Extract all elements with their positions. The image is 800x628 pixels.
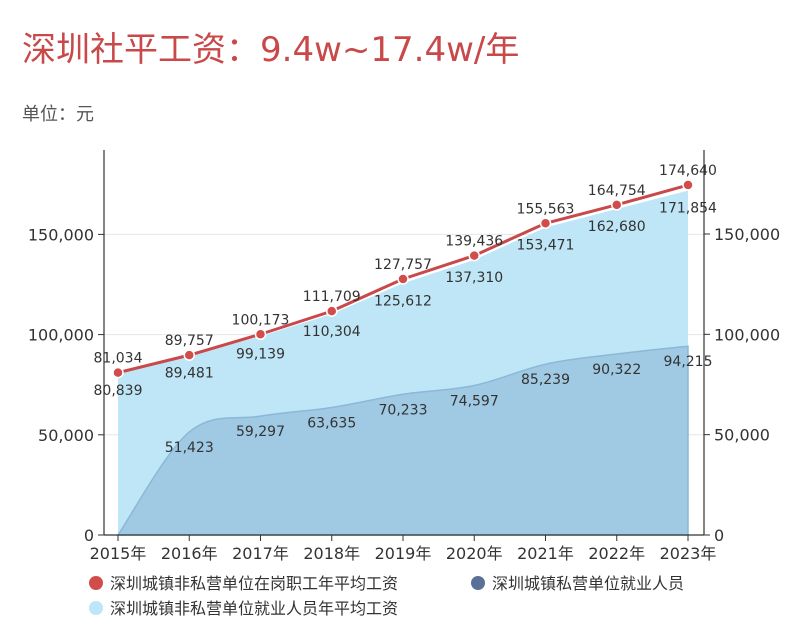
chart-title: 深圳社平工资：9.4w~17.4w/年 (22, 30, 520, 70)
label-staff-wage-5: 139,436 (445, 234, 503, 250)
label-private-6: 85,239 (521, 372, 570, 388)
x-tick-label-3: 2018年 (303, 544, 360, 563)
y-left-tick-label-1: 50,000 (38, 426, 94, 445)
x-tick-label-0: 2015年 (90, 544, 147, 563)
label-employee-wage-3: 110,304 (303, 324, 361, 340)
label-staff-wage-6: 155,563 (517, 201, 575, 217)
label-employee-wage-5: 137,310 (445, 270, 503, 286)
legend-label-1: 深圳城镇私营单位就业人员 (492, 574, 684, 593)
point-staff-wage-0 (112, 366, 124, 379)
label-private-7: 90,322 (592, 362, 641, 378)
legend-marker-2 (89, 601, 103, 615)
label-employee-wage-6: 153,471 (517, 237, 575, 253)
legend-marker-0 (89, 576, 103, 590)
y-left-tick-label-3: 150,000 (28, 225, 94, 244)
y-left-tick-label-0: 0 (84, 526, 94, 545)
label-staff-wage-8: 174,640 (659, 163, 717, 179)
y-right-tick-label-2: 100,000 (714, 325, 780, 344)
area-private-employees (116, 345, 689, 536)
point-staff-wage-4 (397, 273, 409, 285)
label-staff-wage-2: 100,173 (232, 312, 290, 328)
label-staff-wage-4: 127,757 (374, 257, 432, 273)
label-staff-wage-3: 111,709 (303, 289, 361, 305)
point-staff-wage-2 (254, 328, 267, 341)
unit-label: 单位：元 (22, 104, 94, 125)
label-private-1: 51,423 (165, 440, 214, 456)
label-staff-wage-0: 81,034 (94, 351, 143, 367)
legend-label-2: 深圳城镇非私营单位就业人员年平均工资 (110, 599, 398, 618)
y-left-tick-label-2: 100,000 (28, 326, 94, 345)
label-employee-wage-2: 99,139 (236, 346, 285, 362)
label-private-5: 74,597 (450, 394, 499, 410)
legend-marker-1 (471, 576, 485, 590)
x-tick-label-6: 2021年 (517, 544, 574, 563)
legend-label-0: 深圳城镇非私营单位在岗职工年平均工资 (110, 574, 398, 593)
point-staff-wage-5 (468, 249, 480, 262)
point-staff-wage-6 (539, 217, 552, 230)
label-employee-wage-4: 125,612 (374, 293, 432, 309)
label-employee-wage-8: 171,854 (659, 201, 717, 217)
y-right-tick-label-3: 150,000 (714, 225, 780, 244)
label-employee-wage-7: 162,680 (588, 219, 646, 235)
y-right-tick-label-1: 50,000 (714, 426, 770, 445)
point-staff-wage-1 (183, 349, 195, 361)
label-staff-wage-7: 164,754 (588, 183, 646, 199)
point-staff-wage-3 (326, 305, 338, 317)
x-tick-label-7: 2022年 (588, 544, 645, 563)
label-private-4: 70,233 (379, 402, 428, 418)
label-employee-wage-0: 80,839 (94, 383, 143, 399)
label-staff-wage-1: 89,757 (165, 333, 214, 349)
x-tick-label-4: 2019年 (375, 544, 432, 563)
point-staff-wage-7 (611, 199, 623, 211)
label-private-3: 63,635 (307, 415, 356, 431)
x-tick-label-5: 2020年 (446, 544, 503, 563)
y-right-tick-label-0: 0 (714, 526, 724, 545)
x-tick-label-8: 2023年 (660, 544, 717, 563)
x-tick-label-1: 2016年 (161, 544, 218, 563)
point-staff-wage-8 (682, 179, 694, 191)
label-private-8: 94,215 (664, 354, 713, 370)
label-private-2: 59,297 (236, 424, 285, 440)
x-tick-label-2: 2017年 (232, 544, 289, 563)
label-employee-wage-1: 89,481 (165, 366, 214, 382)
